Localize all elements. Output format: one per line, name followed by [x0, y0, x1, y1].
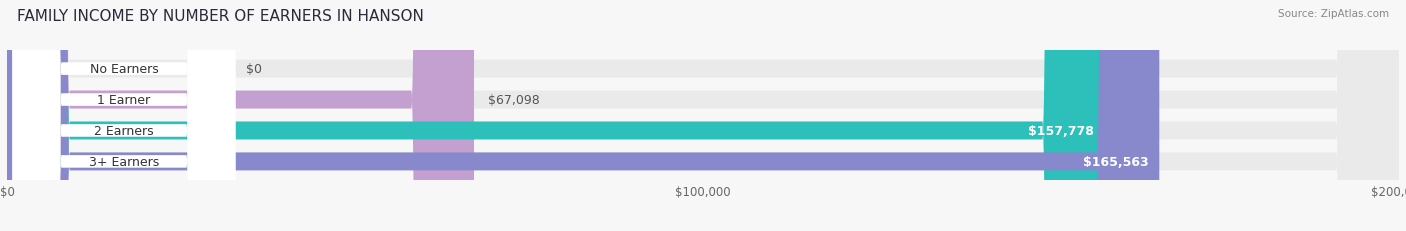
FancyBboxPatch shape [7, 0, 1399, 231]
Text: $165,563: $165,563 [1083, 155, 1149, 168]
FancyBboxPatch shape [7, 0, 1399, 231]
FancyBboxPatch shape [7, 0, 1160, 231]
Text: No Earners: No Earners [90, 63, 159, 76]
Text: FAMILY INCOME BY NUMBER OF EARNERS IN HANSON: FAMILY INCOME BY NUMBER OF EARNERS IN HA… [17, 9, 423, 24]
FancyBboxPatch shape [7, 0, 1399, 231]
Text: $157,778: $157,778 [1028, 125, 1094, 137]
FancyBboxPatch shape [13, 0, 235, 231]
Text: Source: ZipAtlas.com: Source: ZipAtlas.com [1278, 9, 1389, 19]
FancyBboxPatch shape [7, 0, 474, 231]
FancyBboxPatch shape [13, 0, 235, 231]
FancyBboxPatch shape [13, 0, 235, 231]
FancyBboxPatch shape [7, 0, 1399, 231]
Text: 2 Earners: 2 Earners [94, 125, 153, 137]
Text: 1 Earner: 1 Earner [97, 94, 150, 106]
FancyBboxPatch shape [13, 0, 235, 231]
FancyBboxPatch shape [7, 0, 1105, 231]
Text: $0: $0 [246, 63, 263, 76]
Text: 3+ Earners: 3+ Earners [89, 155, 159, 168]
Text: $67,098: $67,098 [488, 94, 540, 106]
